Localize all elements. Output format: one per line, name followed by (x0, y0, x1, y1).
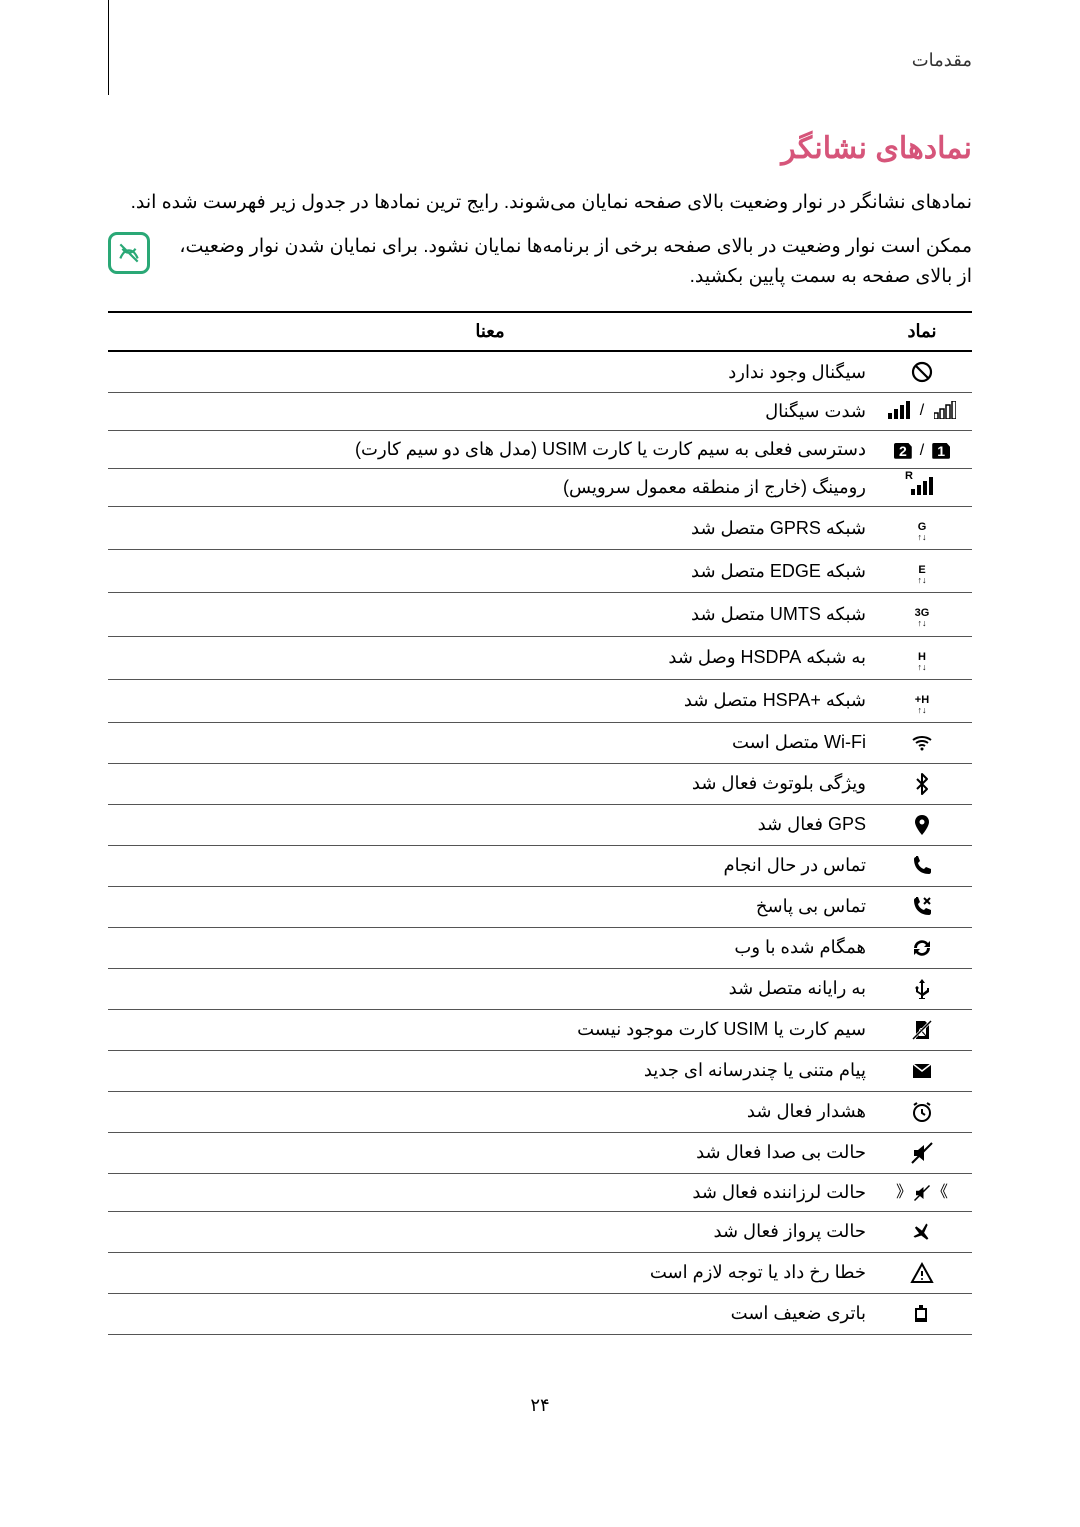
meaning-cell: شبکه GPRS متصل شد (108, 507, 872, 550)
umts-icon: 3G↓↑ (872, 593, 972, 636)
table-row: 》《حالت لرزاننده فعال شد (108, 1173, 972, 1211)
meaning-cell: ویژگی بلوتوث فعال شد (108, 763, 872, 804)
roaming-icon: R (872, 469, 972, 507)
icons-table: نماد معنا سیگنال وجود ندارد/شدت سیگنال1/… (108, 311, 972, 1334)
table-row: همگام شده با وب (108, 927, 972, 968)
meaning-cell: به شبکه HSDPA وصل شد (108, 636, 872, 679)
table-row: /شدت سیگنال (108, 393, 972, 431)
alarm-icon (872, 1091, 972, 1132)
hsdpa-icon: H↓↑ (872, 636, 972, 679)
vibrate-icon: 》《 (872, 1173, 972, 1211)
table-row: تماس بی پاسخ (108, 886, 972, 927)
sim-slots-icon: 1/2 (872, 431, 972, 469)
table-row: GPS فعال شد (108, 804, 972, 845)
table-row: خطا رخ داد یا توجه لازم است (108, 1252, 972, 1293)
meaning-cell: سیم کارت یا USIM کارت موجود نیست (108, 1009, 872, 1050)
meaning-cell: تماس در حال انجام (108, 845, 872, 886)
table-row: به رایانه متصل شد (108, 968, 972, 1009)
table-row: ویژگی بلوتوث فعال شد (108, 763, 972, 804)
hspa-plus-icon: H+↓↑ (872, 679, 972, 722)
meaning-cell: همگام شده با وب (108, 927, 872, 968)
meaning-cell: رومینگ (خارج از منطقه معمول سرویس) (108, 469, 872, 507)
note-callout: ممکن است نوار وضعیت در بالای صفحه برخی ا… (108, 232, 972, 291)
meaning-cell: هشدار فعال شد (108, 1091, 872, 1132)
error-icon (872, 1252, 972, 1293)
no-signal-icon (872, 351, 972, 393)
meaning-cell: به رایانه متصل شد (108, 968, 872, 1009)
table-row: H↓↑به شبکه HSDPA وصل شد (108, 636, 972, 679)
col-header-meaning: معنا (108, 312, 872, 351)
meaning-cell: دسترسی فعلی به سیم کارت یا کارت USIM (مد… (108, 431, 872, 469)
col-header-icon: نماد (872, 312, 972, 351)
usb-icon (872, 968, 972, 1009)
intro-text: نمادهای نشانگر در نوار وضعیت بالای صفحه … (108, 188, 972, 218)
note-text: ممکن است نوار وضعیت در بالای صفحه برخی ا… (164, 232, 972, 291)
meaning-cell: باتری ضعیف است (108, 1293, 872, 1334)
meaning-cell: حالت پرواز فعال شد (108, 1211, 872, 1252)
meaning-cell: پیام متنی یا چندرسانه ای جدید (108, 1050, 872, 1091)
meaning-cell: GPS فعال شد (108, 804, 872, 845)
airplane-icon (872, 1211, 972, 1252)
table-row: حالت پرواز فعال شد (108, 1211, 972, 1252)
call-active-icon (872, 845, 972, 886)
page-number: ۲۴ (108, 1395, 972, 1416)
table-row: تماس در حال انجام (108, 845, 972, 886)
mute-icon (872, 1132, 972, 1173)
missed-call-icon (872, 886, 972, 927)
breadcrumb: مقدمات (108, 50, 972, 71)
meaning-cell: خطا رخ داد یا توجه لازم است (108, 1252, 872, 1293)
message-icon (872, 1050, 972, 1091)
table-row: Wi-Fi متصل است (108, 722, 972, 763)
table-row: حالت بی صدا فعال شد (108, 1132, 972, 1173)
table-row: 1/2دسترسی فعلی به سیم کارت یا کارت USIM … (108, 431, 972, 469)
meaning-cell: حالت بی صدا فعال شد (108, 1132, 872, 1173)
no-sim-icon (872, 1009, 972, 1050)
table-row: پیام متنی یا چندرسانه ای جدید (108, 1050, 972, 1091)
meaning-cell: سیگنال وجود ندارد (108, 351, 872, 393)
meaning-cell: حالت لرزاننده فعال شد (108, 1173, 872, 1211)
signal-strength-icon: / (872, 393, 972, 431)
table-row: باتری ضعیف است (108, 1293, 972, 1334)
gps-icon (872, 804, 972, 845)
meaning-cell: تماس بی پاسخ (108, 886, 872, 927)
table-row: Rرومینگ (خارج از منطقه معمول سرویس) (108, 469, 972, 507)
table-row: H+↓↑شبکه +HSPA متصل شد (108, 679, 972, 722)
note-icon (108, 232, 150, 274)
table-row: سیگنال وجود ندارد (108, 351, 972, 393)
edge-icon: E↓↑ (872, 550, 972, 593)
table-row: E↓↑شبکه EDGE متصل شد (108, 550, 972, 593)
meaning-cell: شبکه EDGE متصل شد (108, 550, 872, 593)
gprs-icon: G↓↑ (872, 507, 972, 550)
table-row: هشدار فعال شد (108, 1091, 972, 1132)
battery-low-icon (872, 1293, 972, 1334)
meaning-cell: شدت سیگنال (108, 393, 872, 431)
wifi-icon (872, 722, 972, 763)
sync-icon (872, 927, 972, 968)
page-title: نمادهای نشانگر (108, 131, 972, 166)
meaning-cell: شبکه +HSPA متصل شد (108, 679, 872, 722)
table-row: 3G↓↑شبکه UMTS متصل شد (108, 593, 972, 636)
table-row: سیم کارت یا USIM کارت موجود نیست (108, 1009, 972, 1050)
table-row: G↓↑شبکه GPRS متصل شد (108, 507, 972, 550)
meaning-cell: شبکه UMTS متصل شد (108, 593, 872, 636)
meaning-cell: Wi-Fi متصل است (108, 722, 872, 763)
bluetooth-icon (872, 763, 972, 804)
